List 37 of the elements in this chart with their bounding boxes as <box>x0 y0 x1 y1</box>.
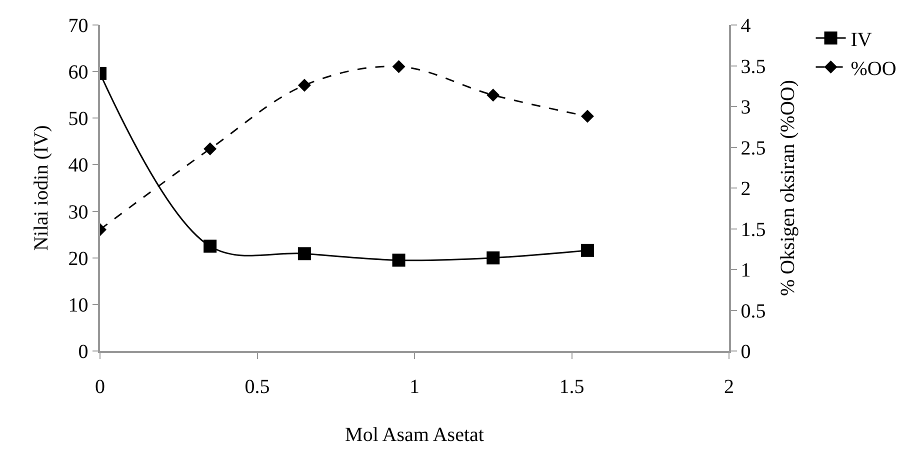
legend-label: IV <box>850 28 872 51</box>
y-tick-label: 70 <box>68 15 88 37</box>
point <box>204 142 217 156</box>
y-axis-title: Nilai iodin (IV) <box>30 125 52 251</box>
point <box>486 251 500 264</box>
y2-tick-label: 3 <box>740 96 751 118</box>
point <box>580 110 594 123</box>
point <box>298 78 311 92</box>
y2-tick-label: 1 <box>740 260 751 282</box>
y2-tick-label: 2.5 <box>740 137 766 160</box>
y-tick-label: 50 <box>68 108 88 130</box>
y-tick-label: 60 <box>68 62 88 84</box>
point <box>486 88 500 102</box>
point <box>298 247 311 260</box>
y2-tick-label: 2 <box>740 178 751 200</box>
x-tick-label: 0.5 <box>244 376 270 398</box>
legend-label: %OO <box>850 58 896 80</box>
y2-tick-label: 3.5 <box>740 56 766 78</box>
y2-tick-label: 1.5 <box>740 218 766 241</box>
x-tick-label: 0 <box>95 376 105 398</box>
y2-tick-label: 0 <box>740 341 751 363</box>
x-axis-title: Mol Asam Asetat <box>345 424 484 446</box>
y-tick-label: 0 <box>78 341 88 363</box>
point <box>392 60 406 74</box>
x-tick-label: 2 <box>724 376 734 398</box>
x-tick-label: 1.5 <box>559 376 584 398</box>
point <box>392 254 406 267</box>
y2-axis-title: % Oksigen oksiran (%OO) <box>776 80 799 296</box>
point <box>204 240 217 253</box>
x-tick-label: 1 <box>410 376 420 398</box>
y-tick-label: 10 <box>68 294 88 316</box>
y2-tick-label: 0.5 <box>740 300 766 322</box>
point <box>580 244 594 257</box>
y2-tick-label: 4 <box>740 15 751 37</box>
y-tick-label: 20 <box>68 248 88 270</box>
y-tick-label: 30 <box>68 201 88 224</box>
y-tick-label: 40 <box>68 154 88 177</box>
